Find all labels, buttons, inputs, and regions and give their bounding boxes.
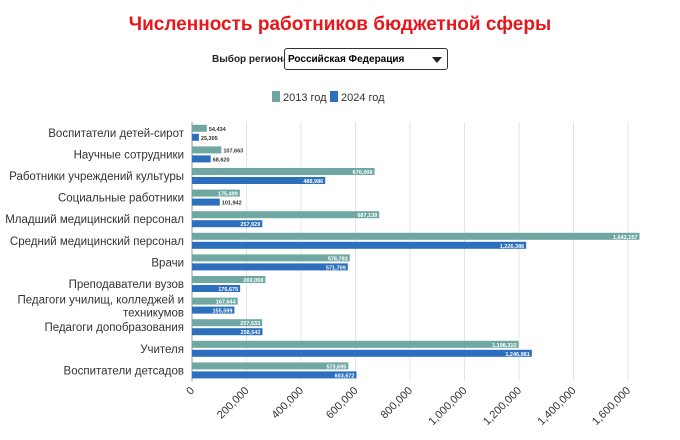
y-category-label: Преподаватели вузов: [69, 279, 184, 291]
data-label: 670,006: [353, 170, 373, 176]
y-category-label: Врачи: [151, 257, 184, 269]
y-category-label: Педагоги допобразования: [44, 322, 184, 334]
bar[interactable]: [192, 371, 357, 379]
data-label: 25,305: [201, 136, 218, 142]
x-tick-label: 400,000: [270, 385, 307, 422]
data-label: 176,675: [218, 287, 238, 293]
y-category-label: Воспитатели детсадов: [64, 365, 184, 377]
bar[interactable]: [192, 133, 199, 141]
data-label: 1,642,157: [613, 235, 637, 241]
bar[interactable]: [192, 297, 238, 305]
x-tick-label: 800,000: [379, 385, 416, 422]
x-tick-label: 600,000: [324, 385, 361, 422]
bar[interactable]: [192, 211, 380, 219]
x-tick-label: 200,000: [215, 385, 252, 422]
page-title: Численность работников бюджетной сферы: [128, 14, 552, 35]
data-label: 258,542: [241, 330, 261, 336]
y-category-label: Социальные работники: [58, 193, 184, 205]
data-label: 603,672: [335, 373, 355, 379]
data-label: 1,246,981: [505, 352, 529, 358]
bar[interactable]: [192, 155, 211, 163]
data-label: 573,695: [326, 364, 346, 370]
bar[interactable]: [192, 241, 527, 249]
bar[interactable]: [192, 146, 222, 154]
region-label: Выбор региона: [212, 54, 289, 65]
y-category-label: Работники учреждений культуры: [9, 171, 184, 183]
x-tick-label: 0: [184, 385, 197, 398]
data-label: 175,499: [218, 192, 238, 198]
bar[interactable]: [192, 232, 640, 240]
legend-label[interactable]: 2013 год: [283, 92, 327, 104]
y-category-label: Средний медицинский персонал: [10, 236, 184, 248]
bar[interactable]: [192, 254, 350, 262]
bar[interactable]: [192, 285, 241, 292]
x-tick-label: 1,000,000: [427, 385, 470, 428]
data-label: 54,434: [209, 127, 227, 133]
data-label: 687,139: [357, 213, 377, 219]
data-label: 571,709: [326, 265, 346, 271]
bar[interactable]: [192, 263, 348, 271]
bar[interactable]: [192, 340, 519, 348]
chevron-down-icon: [432, 57, 442, 63]
data-label: 1,226,386: [500, 244, 524, 250]
data-label: 101,942: [222, 201, 242, 207]
data-label: 68,620: [213, 157, 230, 163]
y-category-label: Научные сотрудники: [74, 149, 184, 161]
region-value: Российская Федерация: [288, 54, 405, 65]
bar[interactable]: [192, 177, 326, 184]
bar[interactable]: [192, 198, 220, 206]
legend-label[interactable]: 2024 год: [341, 92, 385, 104]
x-tick-label: 1,600,000: [590, 385, 633, 428]
x-tick-label: 1,400,000: [536, 385, 579, 428]
data-label: 167,644: [216, 300, 237, 306]
bar[interactable]: [192, 306, 235, 314]
data-label: 578,783: [328, 256, 348, 262]
bar[interactable]: [192, 220, 263, 228]
bar[interactable]: [192, 362, 349, 370]
data-label: 155,599: [213, 309, 233, 315]
data-label: 257,929: [240, 222, 260, 228]
data-label: 1,198,310: [492, 343, 516, 349]
y-category-label: Младший медицинский персонал: [5, 214, 184, 226]
data-label: 488,986: [303, 179, 323, 185]
data-label: 107,663: [223, 148, 243, 154]
bar[interactable]: [192, 189, 240, 197]
bar[interactable]: [192, 124, 207, 132]
y-category-label: Педагоги училищ, колледжей и техникумов: [17, 295, 184, 320]
region-select[interactable]: Российская Федерация: [284, 48, 448, 70]
data-label: 269,068: [243, 278, 263, 284]
legend-swatch[interactable]: [272, 91, 280, 102]
bar[interactable]: [192, 168, 375, 175]
y-category-label: Учителя: [140, 344, 184, 356]
y-category-label: Воспитатели детей-сирот: [48, 128, 184, 140]
data-label: 257,533: [240, 321, 260, 327]
bar[interactable]: [192, 276, 266, 283]
bar[interactable]: [192, 328, 263, 336]
bar[interactable]: [192, 319, 263, 327]
bar[interactable]: [192, 349, 532, 357]
x-tick-label: 1,200,000: [481, 385, 524, 428]
legend-swatch[interactable]: [330, 91, 338, 102]
